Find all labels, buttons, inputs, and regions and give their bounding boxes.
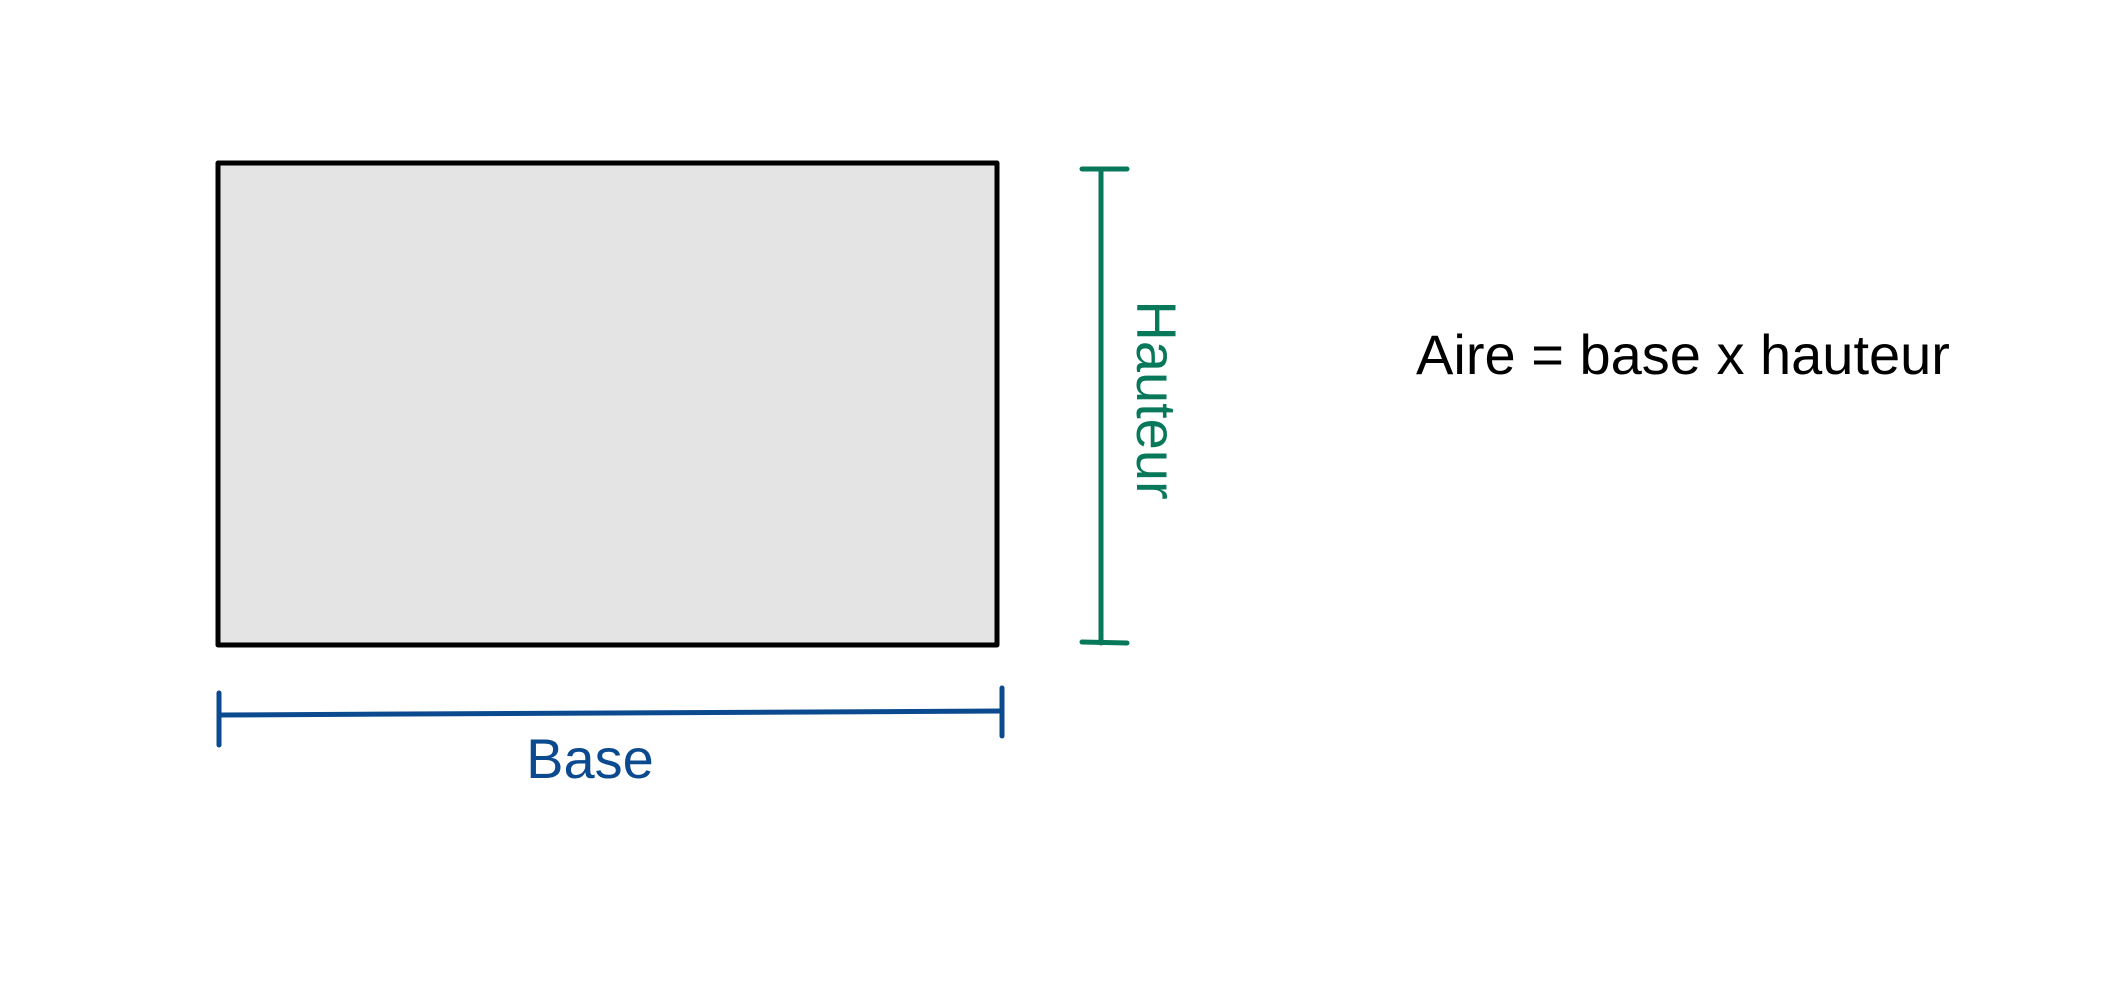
base-dimension — [216, 685, 1005, 748]
height-dimension — [1079, 166, 1130, 646]
height-label: Hauteur — [1125, 300, 1188, 499]
rectangle-shape — [215, 160, 1000, 648]
height-bottom-tick — [1079, 639, 1130, 646]
base-line — [216, 708, 1005, 718]
base-label: Base — [526, 727, 654, 790]
area-formula: Aire = base x hauteur — [1416, 323, 1950, 386]
